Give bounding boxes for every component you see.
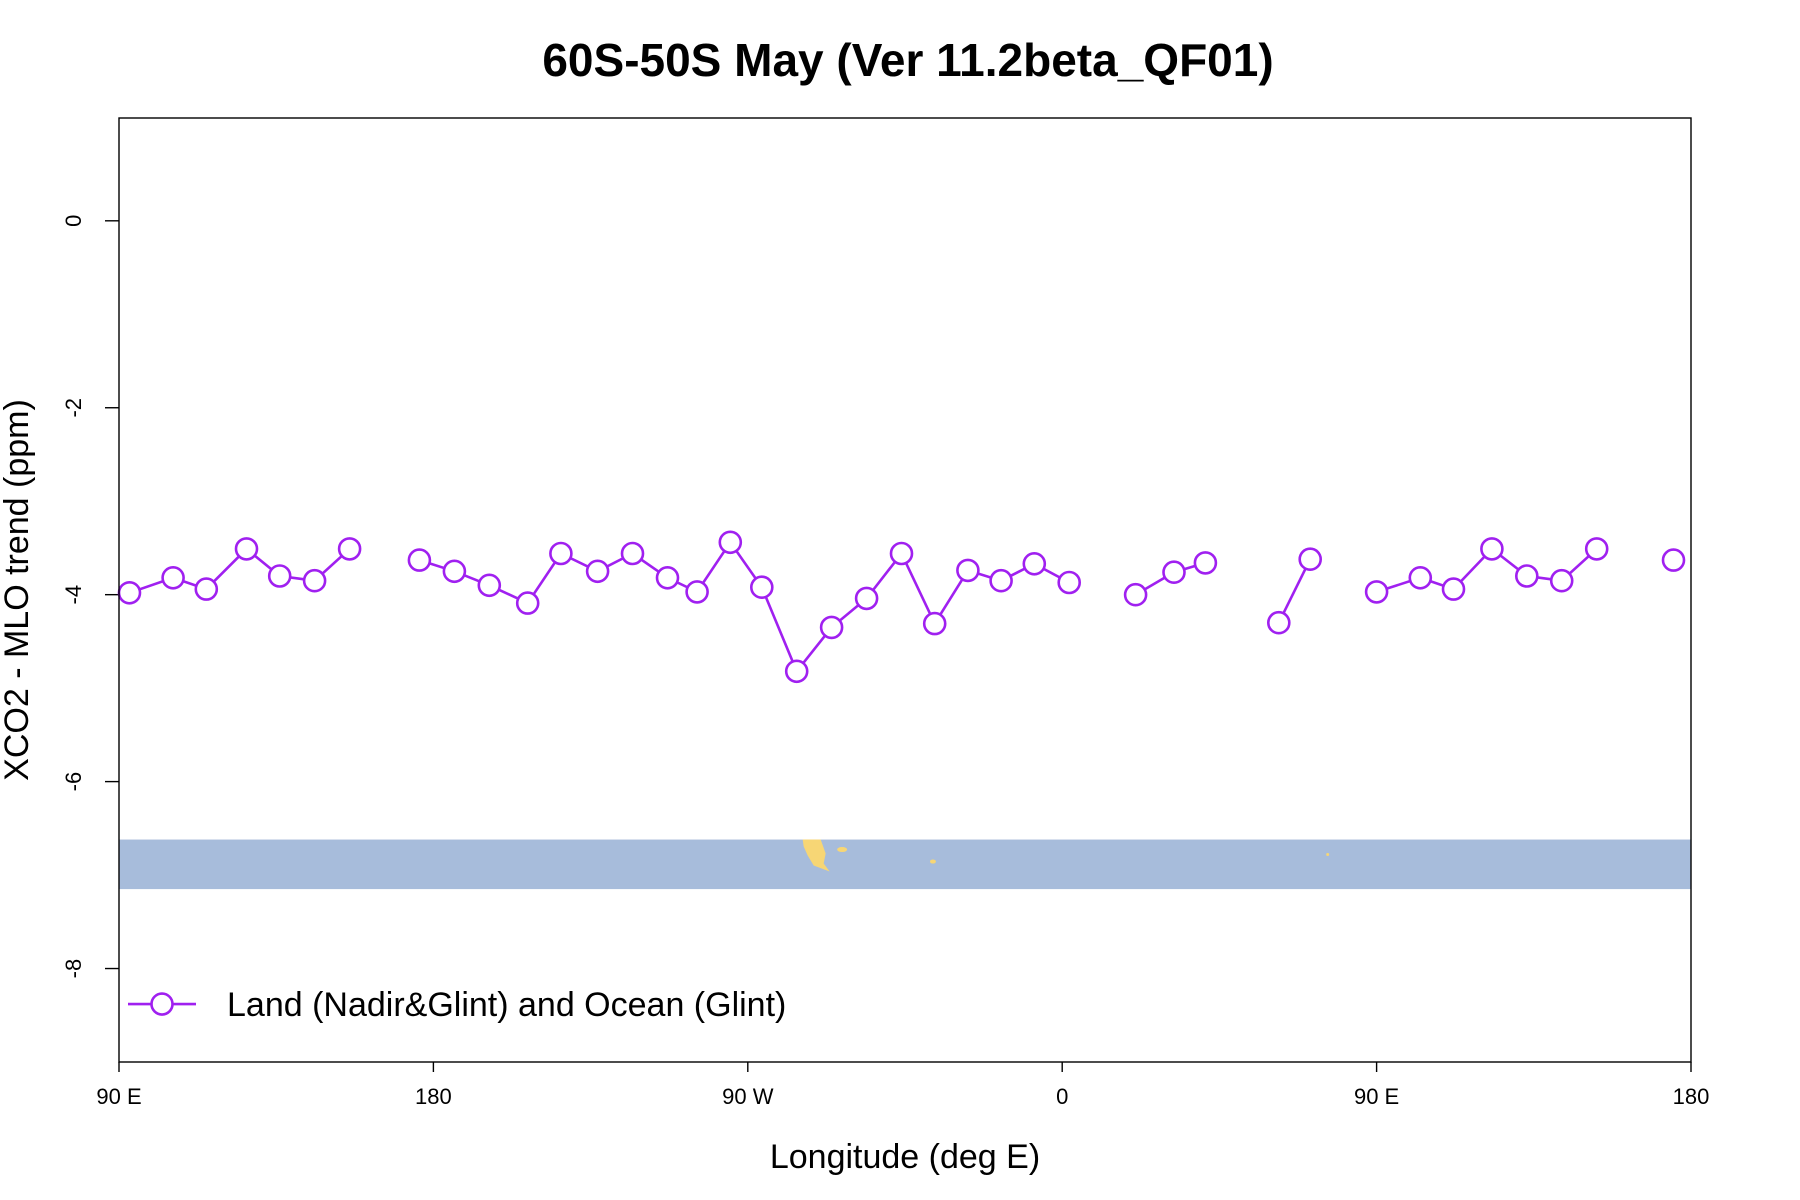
legend-label: Land (Nadir&Glint) and Ocean (Glint) <box>227 986 786 1024</box>
x-tick-label: 0 <box>1056 1084 1068 1109</box>
x-axis-label: Longitude (deg E) <box>770 1138 1040 1176</box>
data-point <box>477 573 502 598</box>
series-line <box>1277 558 1312 624</box>
south-georgia-island <box>929 859 936 864</box>
data-point <box>442 559 467 584</box>
data-point <box>1267 610 1291 635</box>
data-point <box>685 580 709 604</box>
x-tick-label: 180 <box>415 1084 452 1109</box>
data-point <box>1057 570 1081 595</box>
map-strip <box>119 839 1691 890</box>
data-point <box>889 541 914 566</box>
data-point <box>515 591 540 615</box>
data-point <box>784 659 809 684</box>
data-point <box>922 611 947 636</box>
chart-title: 60S-50S May (Ver 11.2beta_QF01) <box>542 34 1273 86</box>
data-point <box>1584 537 1609 561</box>
data-point <box>1515 564 1539 588</box>
data-point <box>1661 548 1686 572</box>
data-point <box>620 541 645 566</box>
data-point <box>819 615 844 640</box>
y-tick-label: -2 <box>61 398 86 418</box>
data-point <box>267 564 292 588</box>
legend-marker <box>150 992 174 1016</box>
data-point <box>854 586 879 611</box>
data-point <box>337 537 362 561</box>
y-tick-label: -6 <box>61 772 86 792</box>
data-point <box>1123 582 1148 607</box>
y-tick-label: -4 <box>61 585 86 605</box>
data-point <box>407 548 432 572</box>
series-layer <box>117 530 1686 684</box>
data-point <box>1298 547 1322 572</box>
data-point <box>989 568 1013 593</box>
x-tick-label: 90 E <box>1354 1084 1399 1109</box>
y-axis-label: XCO2 - MLO trend (ppm) <box>0 399 36 781</box>
x-tick-label: 180 <box>1673 1084 1710 1109</box>
data-point <box>194 577 219 601</box>
data-point <box>749 575 774 600</box>
y-tick-label: 0 <box>61 215 86 227</box>
data-point <box>655 565 680 590</box>
data-point <box>1408 565 1433 590</box>
axes: 90 E 180 90 W 0 90 E 180 0 -2 -4 -6 -8 <box>61 215 1709 1109</box>
x-tick-label: 90 E <box>96 1084 141 1109</box>
data-point <box>585 559 610 584</box>
data-point <box>1162 560 1186 585</box>
legend: Land (Nadir&Glint) and Ocean (Glint) <box>128 986 786 1024</box>
falkland-islands <box>837 847 848 853</box>
south-america-landmass <box>802 839 830 872</box>
y-tick-label: -8 <box>61 959 86 979</box>
data-point <box>956 558 980 583</box>
data-point <box>1364 580 1389 604</box>
data-point <box>117 580 142 605</box>
data-point <box>1193 551 1218 575</box>
data-point <box>234 537 259 561</box>
data-point <box>161 565 185 590</box>
data-point <box>718 530 743 555</box>
data-point <box>1441 577 1466 601</box>
map-ocean <box>119 839 1691 890</box>
x-tick-label: 90 W <box>722 1084 774 1109</box>
data-point <box>1549 568 1574 593</box>
data-point <box>302 568 327 593</box>
kerguelen-island <box>1326 853 1330 857</box>
plot-frame <box>118 117 1692 1063</box>
data-point <box>1480 537 1504 561</box>
data-point <box>1022 551 1047 576</box>
data-point <box>549 541 573 566</box>
